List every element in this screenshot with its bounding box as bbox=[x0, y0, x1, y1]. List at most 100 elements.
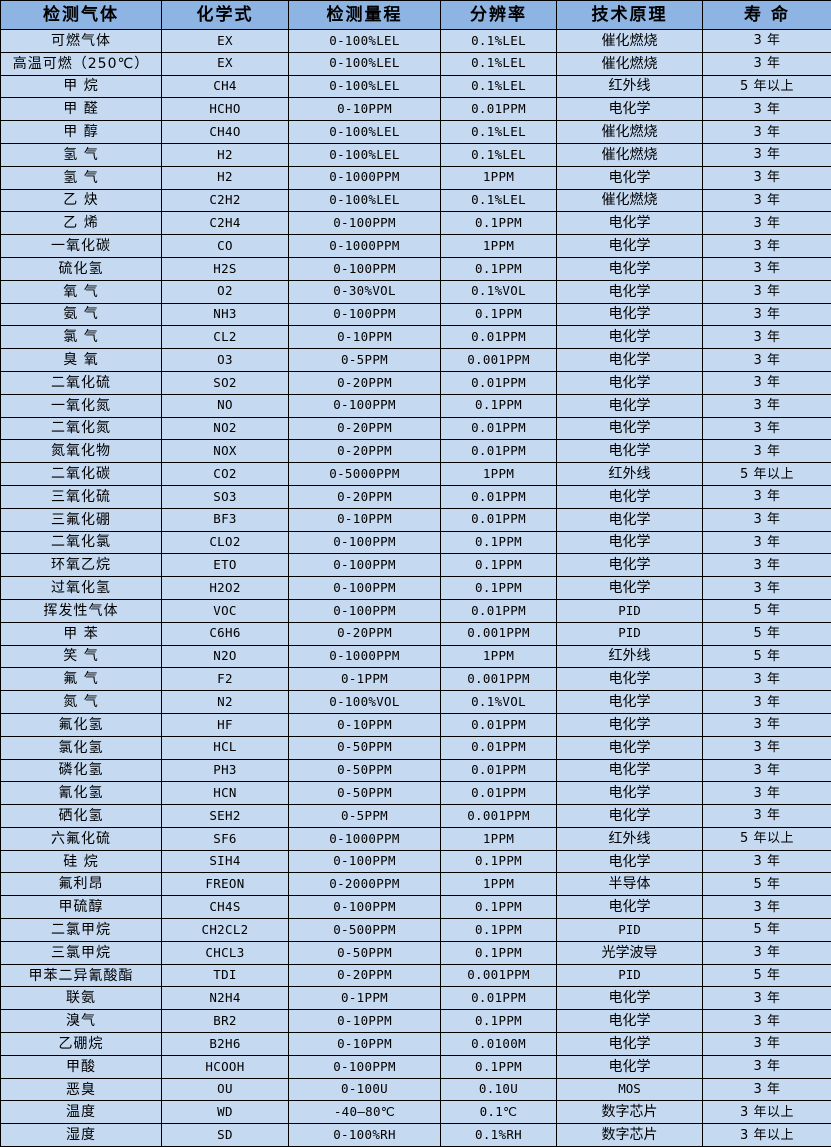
cell-res: 0.01PPM bbox=[441, 440, 557, 463]
cell-gas: 一氧化碳 bbox=[1, 235, 162, 258]
cell-gas: 恶臭 bbox=[1, 1078, 162, 1101]
cell-range: 0-1000PPM bbox=[289, 827, 441, 850]
cell-life: 5 年 bbox=[703, 873, 831, 896]
cell-range: 0-10PPM bbox=[289, 326, 441, 349]
cell-tech: 电化学 bbox=[557, 691, 703, 714]
cell-tech: 电化学 bbox=[557, 166, 703, 189]
cell-formula: BR2 bbox=[162, 1010, 289, 1033]
cell-range: 0-2000PPM bbox=[289, 873, 441, 896]
cell-tech: 电化学 bbox=[557, 98, 703, 121]
cell-tech: 半导体 bbox=[557, 873, 703, 896]
cell-life: 3 年 bbox=[703, 280, 831, 303]
cell-range: 0-100%VOL bbox=[289, 691, 441, 714]
cell-formula: CL2 bbox=[162, 326, 289, 349]
cell-life: 3 年 bbox=[703, 189, 831, 212]
cell-gas: 乙 烯 bbox=[1, 212, 162, 235]
cell-res: 0.01PPM bbox=[441, 417, 557, 440]
cell-gas: 氨 气 bbox=[1, 303, 162, 326]
cell-res: 0.01PPM bbox=[441, 326, 557, 349]
cell-range: 0-20PPM bbox=[289, 417, 441, 440]
cell-life: 3 年 bbox=[703, 782, 831, 805]
cell-range: 0-100%RH bbox=[289, 1124, 441, 1147]
cell-range: 0-100PPM bbox=[289, 850, 441, 873]
cell-formula: CH2CL2 bbox=[162, 919, 289, 942]
cell-life: 3 年 bbox=[703, 668, 831, 691]
cell-tech: 催化燃烧 bbox=[557, 52, 703, 75]
cell-gas: 甲苯二异氰酸酯 bbox=[1, 964, 162, 987]
cell-gas: 过氧化氢 bbox=[1, 577, 162, 600]
cell-life: 3 年 bbox=[703, 713, 831, 736]
cell-gas: 六氟化硫 bbox=[1, 827, 162, 850]
cell-tech: 电化学 bbox=[557, 736, 703, 759]
cell-tech: PID bbox=[557, 622, 703, 645]
cell-range: 0-1000PPM bbox=[289, 645, 441, 668]
cell-res: 0.01PPM bbox=[441, 485, 557, 508]
cell-range: 0-100%LEL bbox=[289, 52, 441, 75]
cell-tech: 电化学 bbox=[557, 759, 703, 782]
cell-life: 3 年 bbox=[703, 52, 831, 75]
cell-range: 0-30%VOL bbox=[289, 280, 441, 303]
cell-gas: 二氧化氮 bbox=[1, 417, 162, 440]
cell-gas: 三氟化硼 bbox=[1, 508, 162, 531]
cell-res: 0.1%LEL bbox=[441, 189, 557, 212]
cell-gas: 二氧化硫 bbox=[1, 371, 162, 394]
cell-tech: 电化学 bbox=[557, 987, 703, 1010]
cell-res: 0.0100M bbox=[441, 1033, 557, 1056]
cell-formula: NH3 bbox=[162, 303, 289, 326]
cell-tech: 电化学 bbox=[557, 485, 703, 508]
cell-gas: 硫化氢 bbox=[1, 257, 162, 280]
cell-formula: OU bbox=[162, 1078, 289, 1101]
cell-range: 0-100PPM bbox=[289, 896, 441, 919]
cell-tech: 电化学 bbox=[557, 257, 703, 280]
cell-res: 0.001PPM bbox=[441, 668, 557, 691]
cell-range: 0-100PPM bbox=[289, 257, 441, 280]
cell-formula: F2 bbox=[162, 668, 289, 691]
cell-tech: 电化学 bbox=[557, 235, 703, 258]
cell-res: 0.01PPM bbox=[441, 782, 557, 805]
cell-res: 0.1PPM bbox=[441, 919, 557, 942]
cell-life: 3 年 bbox=[703, 440, 831, 463]
cell-tech: 电化学 bbox=[557, 782, 703, 805]
cell-range: 0-20PPM bbox=[289, 622, 441, 645]
cell-tech: 电化学 bbox=[557, 394, 703, 417]
cell-formula: N2H4 bbox=[162, 987, 289, 1010]
cell-tech: 电化学 bbox=[557, 212, 703, 235]
cell-range: 0-1PPM bbox=[289, 987, 441, 1010]
cell-life: 3 年 bbox=[703, 736, 831, 759]
cell-formula: H2 bbox=[162, 166, 289, 189]
cell-res: 1PPM bbox=[441, 235, 557, 258]
cell-life: 3 年 bbox=[703, 371, 831, 394]
cell-life: 5 年 bbox=[703, 645, 831, 668]
cell-gas: 三氯甲烷 bbox=[1, 941, 162, 964]
cell-res: 0.1%LEL bbox=[441, 121, 557, 144]
cell-formula: CO bbox=[162, 235, 289, 258]
cell-life: 3 年 bbox=[703, 212, 831, 235]
cell-gas: 氯化氢 bbox=[1, 736, 162, 759]
cell-tech: 电化学 bbox=[557, 531, 703, 554]
cell-life: 3 年 bbox=[703, 577, 831, 600]
cell-res: 0.001PPM bbox=[441, 964, 557, 987]
cell-res: 0.01PPM bbox=[441, 987, 557, 1010]
cell-tech: 电化学 bbox=[557, 349, 703, 372]
cell-life: 3 年 bbox=[703, 326, 831, 349]
cell-range: 0-100%LEL bbox=[289, 121, 441, 144]
cell-res: 0.1PPM bbox=[441, 896, 557, 919]
cell-range: 0-10PPM bbox=[289, 98, 441, 121]
cell-tech: 数字芯片 bbox=[557, 1101, 703, 1124]
cell-gas: 三氧化硫 bbox=[1, 485, 162, 508]
cell-res: 0.1%RH bbox=[441, 1124, 557, 1147]
